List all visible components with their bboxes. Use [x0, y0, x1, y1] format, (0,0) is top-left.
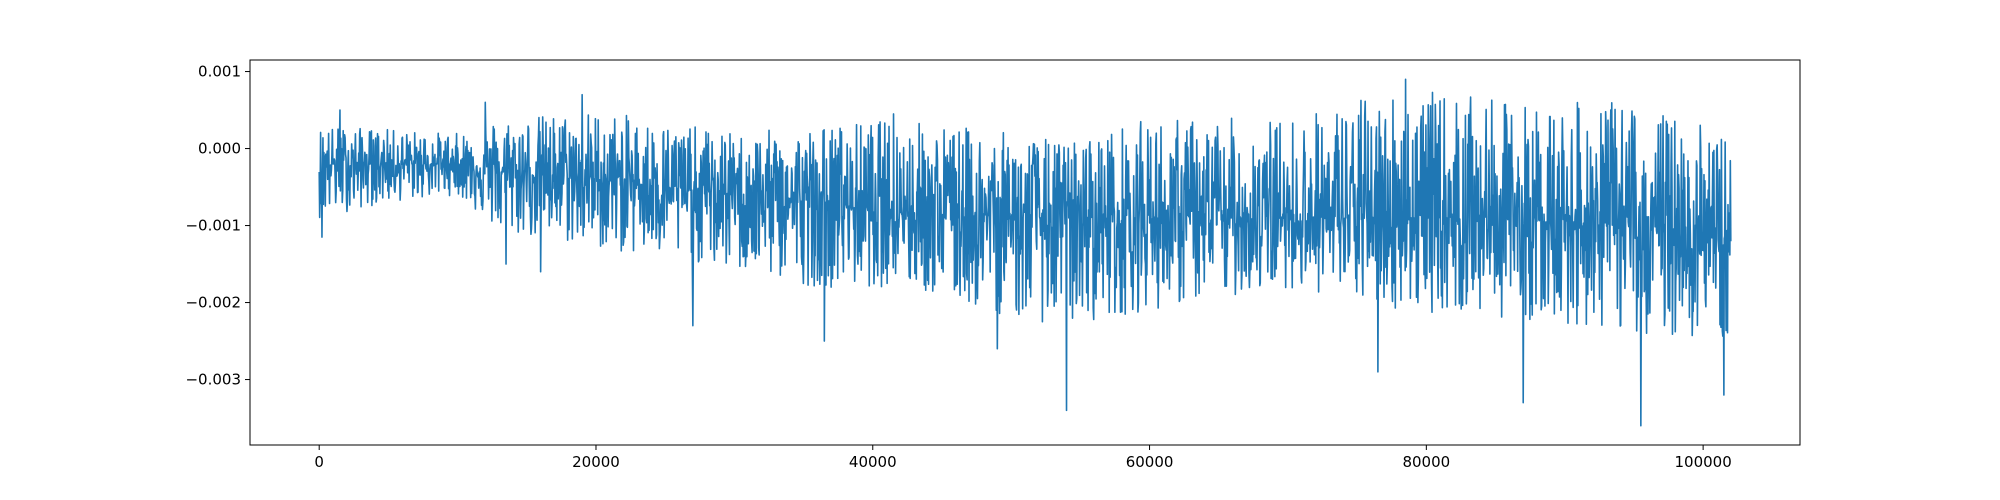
y-tick-label: 0.001 [198, 63, 241, 81]
x-tick-label: 100000 [1674, 453, 1731, 471]
series-line [318, 78, 1732, 427]
x-axis: 0 20000 40000 60000 80000 100000 [314, 445, 1732, 471]
x-tick-label: 20000 [572, 453, 620, 471]
x-tick-label: 80000 [1402, 453, 1450, 471]
y-tick-label: −0.001 [185, 217, 241, 235]
y-tick-label: 0.000 [198, 140, 241, 158]
series-layer [318, 78, 1732, 427]
x-tick-label: 60000 [1126, 453, 1174, 471]
y-tick-label: −0.002 [185, 294, 241, 312]
x-tick-label: 0 [314, 453, 324, 471]
y-axis: 0.001 0.000 −0.001 −0.002 −0.003 [185, 63, 250, 389]
plot-frame [249, 59, 1801, 446]
y-tick-label: −0.003 [185, 371, 241, 389]
x-tick-label: 40000 [849, 453, 897, 471]
